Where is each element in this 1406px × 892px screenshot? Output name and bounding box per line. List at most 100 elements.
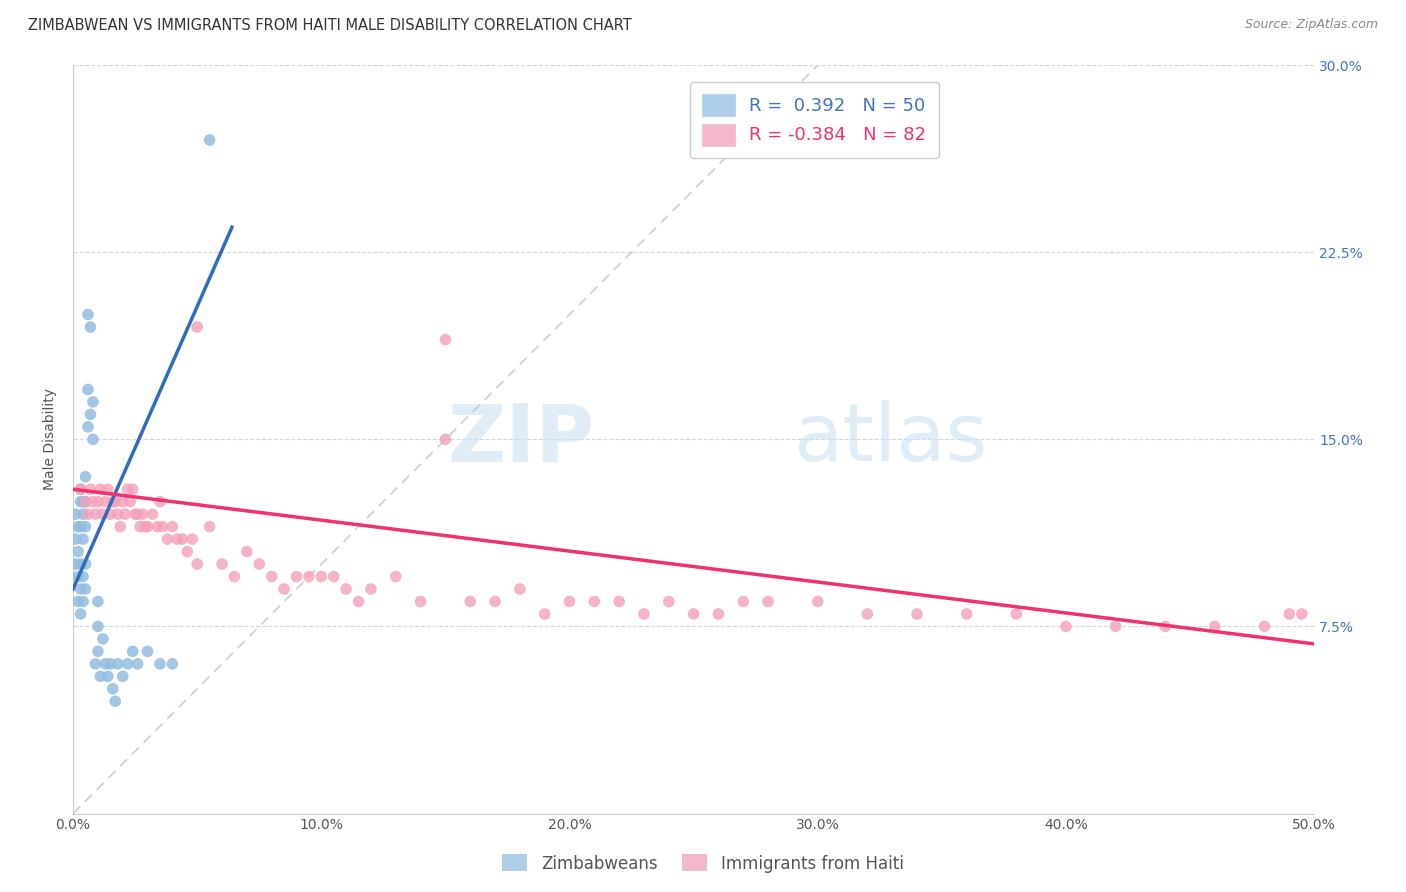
Point bbox=[322, 569, 344, 583]
Point bbox=[152, 519, 174, 533]
Point bbox=[1154, 619, 1177, 633]
Point bbox=[69, 482, 91, 496]
Point bbox=[87, 644, 110, 658]
Point bbox=[707, 607, 730, 621]
Point bbox=[121, 482, 143, 496]
Point bbox=[273, 582, 295, 596]
Point bbox=[756, 594, 779, 608]
Point bbox=[120, 494, 142, 508]
Point bbox=[149, 494, 172, 508]
Point bbox=[1291, 607, 1313, 621]
Point bbox=[79, 408, 101, 422]
Text: Source: ZipAtlas.com: Source: ZipAtlas.com bbox=[1244, 18, 1378, 31]
Point bbox=[311, 569, 333, 583]
Point bbox=[107, 657, 129, 671]
Point bbox=[72, 507, 94, 521]
Point bbox=[1054, 619, 1077, 633]
Point bbox=[583, 594, 606, 608]
Point bbox=[98, 657, 121, 671]
Point bbox=[67, 569, 90, 583]
Point bbox=[65, 507, 87, 521]
Point bbox=[384, 569, 406, 583]
Point bbox=[65, 532, 87, 546]
Point bbox=[335, 582, 357, 596]
Point bbox=[1253, 619, 1275, 633]
Point bbox=[75, 494, 97, 508]
Point bbox=[84, 657, 107, 671]
Point bbox=[905, 607, 928, 621]
Point bbox=[84, 507, 107, 521]
Point bbox=[82, 395, 104, 409]
Point bbox=[156, 532, 179, 546]
Point bbox=[260, 569, 283, 583]
Point bbox=[172, 532, 194, 546]
Point bbox=[114, 507, 136, 521]
Point bbox=[146, 519, 169, 533]
Point bbox=[186, 320, 208, 334]
Point bbox=[360, 582, 382, 596]
Point bbox=[856, 607, 879, 621]
Point bbox=[79, 482, 101, 496]
Point bbox=[77, 507, 100, 521]
Point bbox=[104, 694, 127, 708]
Point bbox=[298, 569, 321, 583]
Point bbox=[129, 519, 152, 533]
Legend: R =  0.392   N = 50, R = -0.384   N = 82: R = 0.392 N = 50, R = -0.384 N = 82 bbox=[690, 81, 939, 158]
Point bbox=[101, 681, 124, 696]
Point bbox=[72, 494, 94, 508]
Point bbox=[98, 507, 121, 521]
Point bbox=[162, 519, 184, 533]
Point bbox=[72, 569, 94, 583]
Point bbox=[69, 607, 91, 621]
Point bbox=[434, 333, 457, 347]
Point bbox=[69, 582, 91, 596]
Point bbox=[127, 507, 149, 521]
Point bbox=[131, 507, 153, 521]
Point bbox=[166, 532, 188, 546]
Point bbox=[67, 544, 90, 558]
Point bbox=[87, 594, 110, 608]
Point bbox=[101, 494, 124, 508]
Point bbox=[110, 519, 132, 533]
Point bbox=[127, 657, 149, 671]
Point bbox=[134, 519, 156, 533]
Text: atlas: atlas bbox=[793, 401, 987, 478]
Point bbox=[682, 607, 704, 621]
Point bbox=[247, 557, 270, 571]
Point bbox=[186, 557, 208, 571]
Point bbox=[117, 482, 139, 496]
Point bbox=[211, 557, 233, 571]
Point bbox=[65, 557, 87, 571]
Point bbox=[162, 657, 184, 671]
Point bbox=[956, 607, 979, 621]
Point bbox=[82, 433, 104, 447]
Point bbox=[285, 569, 308, 583]
Point bbox=[79, 320, 101, 334]
Point bbox=[409, 594, 432, 608]
Point bbox=[181, 532, 204, 546]
Text: ZIMBABWEAN VS IMMIGRANTS FROM HAITI MALE DISABILITY CORRELATION CHART: ZIMBABWEAN VS IMMIGRANTS FROM HAITI MALE… bbox=[28, 18, 631, 33]
Point bbox=[236, 544, 259, 558]
Point bbox=[89, 669, 111, 683]
Point bbox=[347, 594, 370, 608]
Point bbox=[558, 594, 581, 608]
Point bbox=[72, 594, 94, 608]
Point bbox=[111, 494, 134, 508]
Point bbox=[77, 308, 100, 322]
Point bbox=[75, 582, 97, 596]
Point bbox=[733, 594, 755, 608]
Y-axis label: Male Disability: Male Disability bbox=[44, 388, 58, 491]
Point bbox=[87, 494, 110, 508]
Point bbox=[97, 669, 120, 683]
Point bbox=[69, 519, 91, 533]
Point bbox=[77, 420, 100, 434]
Point bbox=[82, 494, 104, 508]
Point bbox=[69, 482, 91, 496]
Point bbox=[533, 607, 555, 621]
Point bbox=[75, 469, 97, 483]
Point bbox=[136, 644, 159, 658]
Legend: Zimbabweans, Immigrants from Haiti: Zimbabweans, Immigrants from Haiti bbox=[496, 847, 910, 880]
Point bbox=[458, 594, 481, 608]
Point bbox=[633, 607, 655, 621]
Point bbox=[136, 519, 159, 533]
